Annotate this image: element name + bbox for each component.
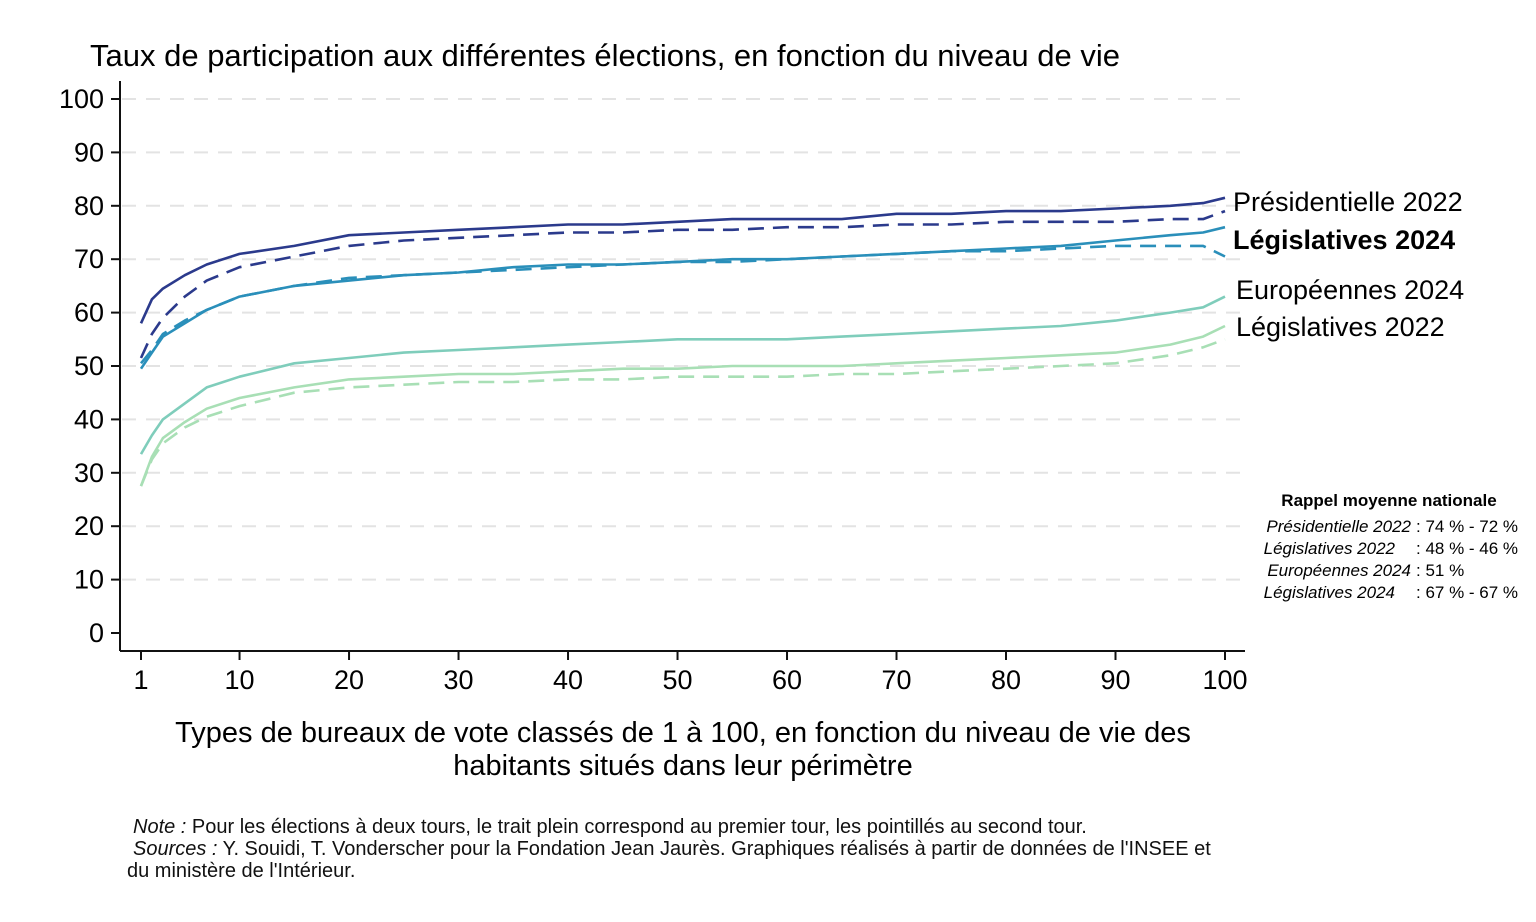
x-axis-label: Types de bureaux de vote classés de 1 à … (175, 717, 1191, 782)
recap-election-name: Législatives 2024 (1264, 583, 1395, 602)
series-line (139, 196, 1226, 324)
y-tick-label: 60 (74, 298, 104, 328)
y-tick-label: 70 (74, 244, 104, 274)
note-text: Pour les élections à deux tours, le trai… (186, 816, 1087, 838)
recap-election-name: Législatives 2022 (1264, 539, 1396, 558)
recap-box: Rappel moyenne nationale Présidentielle 2… (1264, 491, 1518, 602)
recap-election-value: : 74 % - 72 % (1416, 517, 1518, 536)
x-tick-label: 80 (991, 665, 1021, 695)
series-end-label: Présidentielle 2022 (1233, 187, 1463, 217)
series-line (139, 338, 1226, 487)
y-tick-label: 30 (74, 458, 104, 488)
x-tick-label: 1 (133, 665, 148, 695)
series-end-label: Législatives 2022 (1236, 312, 1445, 342)
y-tick-label: 0 (89, 618, 104, 648)
y-tick-label: 90 (74, 137, 104, 167)
x-tick-label: 40 (553, 665, 583, 695)
series-labels: Présidentielle 2022 Législatives 2024 Euro… (1233, 187, 1464, 342)
x-tick-label: 100 (1202, 665, 1247, 695)
note-label: Note : (133, 816, 187, 838)
recap-election-value: : 67 % - 67 % (1416, 583, 1518, 602)
series-line (139, 324, 1226, 487)
sources-label: Sources : (133, 838, 218, 860)
y-tick-label: 80 (74, 191, 104, 221)
series-line (139, 209, 1226, 359)
series-lines (139, 196, 1226, 487)
series-line (139, 225, 1226, 370)
y-tick-label: 10 (74, 565, 104, 595)
footnote-sources-cont: du ministère de l'Intérieur. (127, 860, 355, 882)
series-line (139, 295, 1226, 455)
chart-title: Taux de participation aux différentes él… (90, 38, 1120, 73)
x-tick-label: 50 (663, 665, 693, 695)
x-tick-label: 30 (444, 665, 474, 695)
y-tick-label: 20 (74, 511, 104, 541)
x-tick-label: 90 (1100, 665, 1130, 695)
y-tick-label: 100 (59, 84, 104, 114)
x-axis-label-line: Types de bureaux de vote classés de 1 à … (175, 717, 1191, 749)
x-tick-label: 60 (772, 665, 802, 695)
recap-election-name: Présidentielle 2022 (1266, 517, 1411, 536)
series-line (139, 244, 1226, 365)
recap-election-value: : 51 % (1416, 561, 1464, 580)
recap-election-value: : 48 % - 46 % (1416, 539, 1518, 558)
recap-title: Rappel moyenne nationale (1281, 491, 1496, 510)
x-tick-label: 10 (225, 665, 255, 695)
x-tick-label: 20 (334, 665, 364, 695)
sources-text-2: du ministère de l'Intérieur. (127, 860, 356, 882)
y-tick-label: 40 (74, 404, 104, 434)
footnote-sources: Sources : Y. Souidi, T. Vonderscher pour… (133, 838, 1211, 860)
recap-election-name: Européennes 2024 (1267, 561, 1411, 580)
series-end-label: Législatives 2024 (1233, 225, 1455, 255)
footnote-note: Note : Pour les élections à deux tours, … (133, 816, 1087, 838)
y-tick-label: 50 (74, 351, 104, 381)
x-tick-label: 70 (881, 665, 911, 695)
sources-text: Y. Souidi, T. Vonderscher pour la Fondat… (217, 838, 1211, 860)
series-end-label: Européennes 2024 (1236, 275, 1464, 305)
grid-lines (122, 98, 1245, 581)
x-axis-label-line: habitants situés dans leur périmètre (453, 750, 912, 782)
